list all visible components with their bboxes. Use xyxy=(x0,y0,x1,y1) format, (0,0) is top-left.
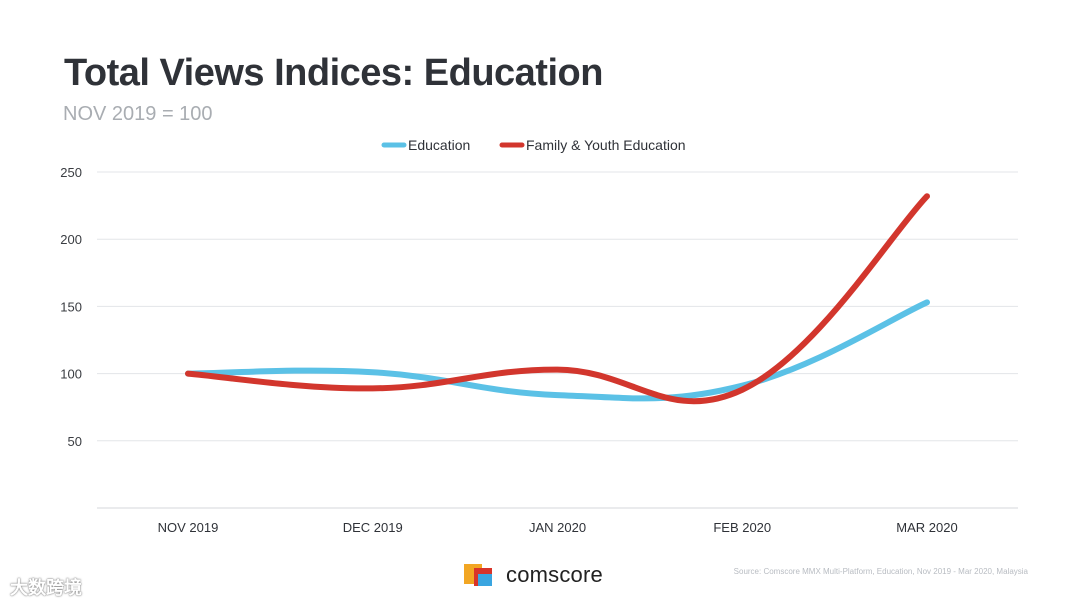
y-tick-label: 100 xyxy=(60,367,82,382)
y-tick-label: 50 xyxy=(68,434,82,449)
brand-name: comscore xyxy=(506,562,603,587)
legend-label-2: Family & Youth Education xyxy=(526,137,686,153)
y-tick-label: 200 xyxy=(60,232,82,247)
legend-label-1: Education xyxy=(408,137,470,153)
y-tick-label: 250 xyxy=(60,165,82,180)
watermark: 大数跨境 xyxy=(10,578,82,598)
source-note: Source: Comscore MMX Multi-Platform, Edu… xyxy=(733,567,1028,576)
chart-title: Total Views Indices: Education xyxy=(64,52,603,94)
x-tick-label: JAN 2020 xyxy=(529,520,586,535)
x-tick-label: DEC 2019 xyxy=(343,520,403,535)
series-line-1 xyxy=(185,299,930,402)
x-tick-label: FEB 2020 xyxy=(713,520,771,535)
series-line-2 xyxy=(185,193,930,405)
x-tick-label: MAR 2020 xyxy=(896,520,957,535)
y-tick-label: 150 xyxy=(60,299,82,314)
chart-subtitle: NOV 2019 = 100 xyxy=(63,103,213,125)
comscore-logo: comscore xyxy=(464,562,603,588)
comscore-logo-icon xyxy=(464,562,496,588)
x-tick-label: NOV 2019 xyxy=(158,520,219,535)
